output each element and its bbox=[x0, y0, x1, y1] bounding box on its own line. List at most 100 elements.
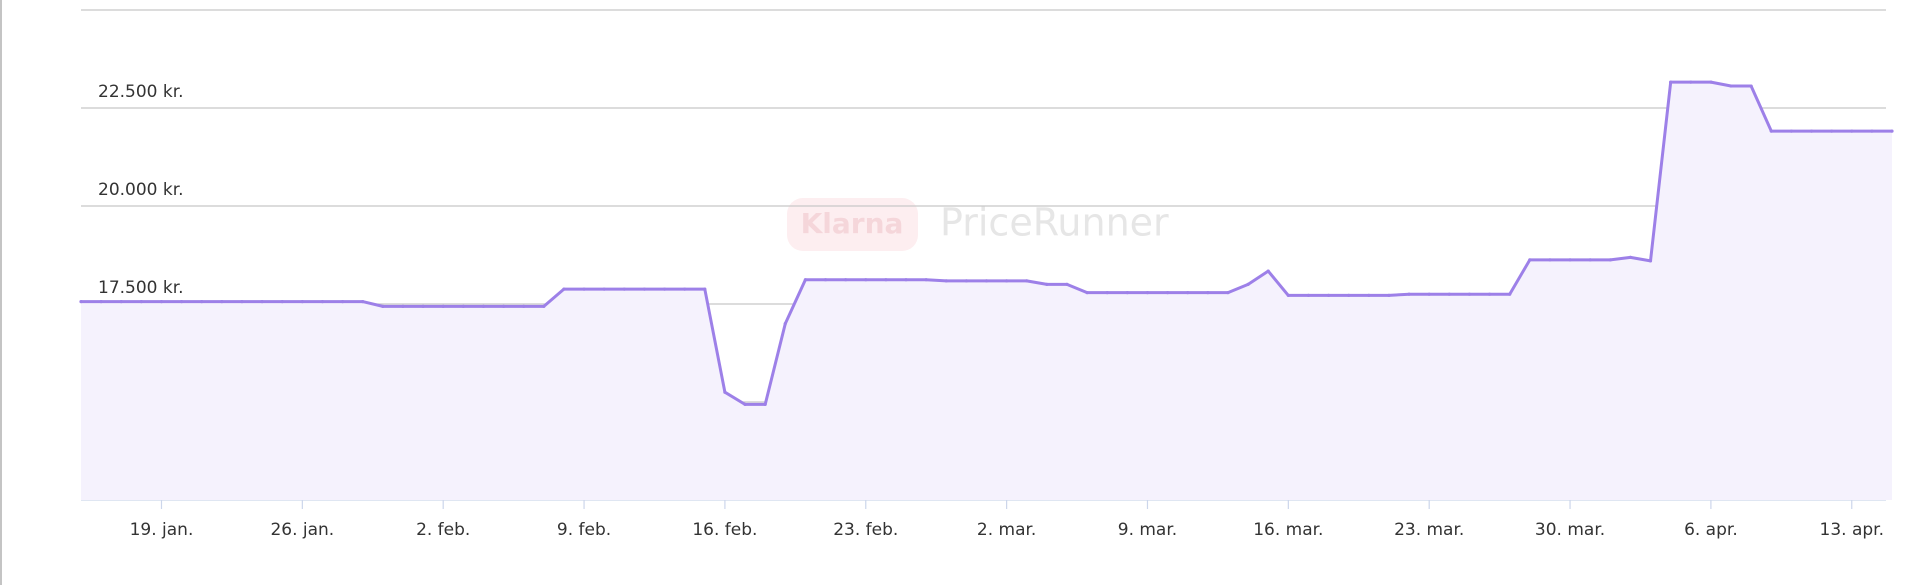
y-tick-label: 22.500 kr. bbox=[98, 82, 184, 102]
point bbox=[1709, 80, 1713, 84]
watermark-text: PriceRunner bbox=[940, 201, 1169, 245]
point bbox=[461, 304, 465, 308]
point bbox=[280, 300, 284, 304]
point bbox=[783, 322, 787, 326]
point bbox=[220, 300, 224, 304]
x-tick-label: 30. mar. bbox=[1535, 520, 1605, 540]
y-tick-label: 20.000 kr. bbox=[98, 180, 184, 200]
point bbox=[1125, 291, 1129, 295]
point bbox=[300, 300, 304, 304]
x-tick-label: 6. apr. bbox=[1684, 520, 1738, 540]
point bbox=[823, 278, 828, 282]
point bbox=[1145, 291, 1150, 295]
point bbox=[1729, 84, 1733, 88]
point bbox=[139, 300, 143, 304]
point bbox=[1246, 282, 1250, 286]
point bbox=[1608, 258, 1612, 262]
point bbox=[200, 300, 204, 304]
x-tick-label: 2. feb. bbox=[416, 520, 470, 540]
point bbox=[884, 278, 888, 282]
point bbox=[1367, 293, 1371, 297]
point bbox=[562, 287, 566, 291]
x-tick-label: 13. apr. bbox=[1820, 520, 1884, 540]
point bbox=[1025, 279, 1029, 283]
point bbox=[1186, 291, 1190, 295]
point bbox=[1447, 292, 1451, 296]
point bbox=[723, 390, 727, 394]
point bbox=[1789, 129, 1793, 133]
point bbox=[944, 279, 948, 283]
x-tick-label: 9. mar. bbox=[1118, 520, 1177, 540]
point bbox=[1588, 258, 1592, 262]
point bbox=[501, 304, 506, 308]
x-tick-label: 2. mar. bbox=[977, 520, 1036, 540]
point bbox=[481, 304, 486, 308]
point bbox=[340, 300, 345, 304]
x-tick-label: 19. jan. bbox=[130, 520, 194, 540]
point bbox=[1326, 293, 1331, 297]
y-tick-label: 17.500 kr. bbox=[98, 278, 184, 298]
point bbox=[1266, 269, 1270, 273]
x-tick-label: 23. feb. bbox=[833, 520, 898, 540]
area bbox=[81, 82, 1892, 500]
point bbox=[1105, 291, 1109, 295]
x-tick-label: 16. feb. bbox=[692, 520, 757, 540]
point bbox=[1487, 292, 1492, 296]
point bbox=[1648, 259, 1653, 263]
point bbox=[119, 300, 123, 304]
point bbox=[1085, 291, 1089, 295]
point bbox=[1689, 80, 1693, 84]
point bbox=[381, 304, 385, 308]
point bbox=[401, 304, 405, 308]
point bbox=[803, 278, 808, 282]
point bbox=[844, 278, 848, 282]
point bbox=[582, 287, 586, 291]
point bbox=[542, 304, 546, 308]
point bbox=[1749, 84, 1753, 88]
point bbox=[964, 279, 968, 283]
point bbox=[703, 287, 707, 291]
point bbox=[1427, 292, 1431, 296]
point bbox=[622, 287, 626, 291]
point bbox=[1769, 129, 1773, 133]
y-tick-label: 25.000 kr. bbox=[98, 0, 184, 4]
point bbox=[1870, 129, 1874, 133]
watermark-badge-text: Klarna bbox=[801, 207, 904, 240]
point bbox=[662, 287, 667, 291]
point bbox=[1306, 293, 1311, 297]
point bbox=[924, 278, 928, 282]
point bbox=[1166, 291, 1170, 295]
point bbox=[1407, 292, 1411, 296]
point bbox=[1850, 129, 1854, 133]
point bbox=[79, 300, 83, 304]
point bbox=[421, 304, 425, 308]
x-tick-label: 23. mar. bbox=[1394, 520, 1464, 540]
point bbox=[180, 300, 184, 304]
point bbox=[441, 304, 445, 308]
point bbox=[1890, 129, 1894, 133]
point bbox=[1830, 129, 1834, 133]
watermark-badge bbox=[787, 198, 918, 251]
point bbox=[1065, 282, 1069, 286]
point bbox=[1508, 292, 1512, 296]
point bbox=[1226, 291, 1230, 295]
x-tick-label: 9. feb. bbox=[557, 520, 611, 540]
point bbox=[743, 402, 747, 406]
point bbox=[1286, 293, 1290, 297]
point bbox=[1669, 80, 1673, 84]
point bbox=[1206, 291, 1210, 295]
x-tick-label: 26. jan. bbox=[270, 520, 334, 540]
point bbox=[320, 300, 325, 304]
point bbox=[1387, 293, 1391, 297]
point bbox=[683, 287, 687, 291]
point bbox=[260, 300, 264, 304]
point bbox=[1568, 258, 1572, 262]
point bbox=[763, 402, 767, 406]
point bbox=[1548, 258, 1552, 262]
point bbox=[1628, 255, 1633, 259]
point bbox=[1045, 282, 1049, 286]
point bbox=[159, 300, 164, 304]
point bbox=[1347, 293, 1351, 297]
